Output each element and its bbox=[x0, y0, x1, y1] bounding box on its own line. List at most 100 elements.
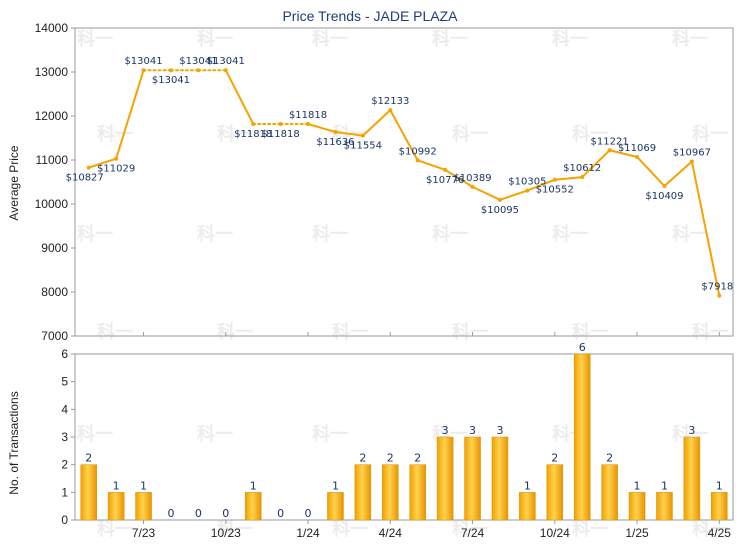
transaction-count-label: 1 bbox=[250, 479, 257, 492]
transaction-count-label: 1 bbox=[634, 479, 641, 492]
transactions-y-tick-label: 2 bbox=[61, 458, 68, 472]
transaction-bar bbox=[135, 492, 152, 521]
price-y-tick-label: 11000 bbox=[36, 153, 69, 167]
price-point bbox=[251, 122, 256, 127]
price-point bbox=[141, 68, 146, 73]
watermark-text: 科一 bbox=[692, 123, 728, 145]
price-data-label: $10552 bbox=[536, 185, 574, 196]
price-point bbox=[607, 148, 612, 153]
price-line-segment bbox=[362, 109, 391, 137]
x-tick-label: 7/23 bbox=[132, 526, 156, 540]
watermark-text: 科一 bbox=[97, 321, 133, 343]
transaction-count-label: 3 bbox=[496, 424, 503, 437]
watermark-text: 科一 bbox=[332, 321, 368, 343]
price-line-segment bbox=[581, 149, 611, 178]
watermark-text: 科一 bbox=[197, 423, 233, 445]
price-line-segment bbox=[690, 161, 721, 296]
x-tick-label: 4/25 bbox=[708, 526, 732, 540]
transaction-bar bbox=[491, 436, 509, 521]
price-data-label: $10305 bbox=[508, 177, 546, 188]
watermark-text: 科一 bbox=[572, 518, 608, 540]
price-point bbox=[552, 177, 557, 182]
watermark-text: 科一 bbox=[452, 321, 488, 343]
price-line-segment bbox=[444, 169, 474, 188]
price-data-label: $10095 bbox=[481, 205, 519, 216]
price-line-segment bbox=[472, 185, 501, 201]
price-data-label: $13041 bbox=[124, 56, 162, 67]
watermark-text: 科一 bbox=[77, 28, 113, 50]
price-line-segment bbox=[224, 69, 255, 125]
price-point bbox=[86, 165, 91, 170]
transaction-count-label: 3 bbox=[442, 424, 449, 437]
transaction-count-label: 1 bbox=[140, 479, 147, 492]
price-point bbox=[580, 175, 585, 180]
x-tick-label: 1/24 bbox=[296, 526, 320, 540]
watermark-text: 科一 bbox=[572, 321, 608, 343]
price-panel: 7000 8000 9000 10000 11000 12000 13000 14000 $10… bbox=[35, 21, 734, 343]
transaction-count-label: 2 bbox=[85, 452, 92, 465]
transaction-count-label: 0 bbox=[277, 507, 284, 520]
price-line-segment bbox=[499, 189, 528, 201]
x-tick-label: 1/25 bbox=[625, 526, 649, 540]
transaction-count-label: 2 bbox=[387, 452, 394, 465]
price-point bbox=[223, 68, 228, 73]
x-tick-label: 4/24 bbox=[379, 526, 403, 540]
transaction-count-label: 1 bbox=[716, 479, 723, 492]
price-point bbox=[360, 133, 365, 138]
transaction-bar bbox=[354, 464, 372, 521]
transactions-y-axis-label: No. of Transactions bbox=[7, 391, 21, 494]
watermark-text: 科一 bbox=[312, 223, 348, 245]
price-data-label: $10776 bbox=[426, 175, 464, 186]
watermark-text: 科一 bbox=[432, 223, 468, 245]
price-point bbox=[306, 122, 311, 127]
transactions-y-tick-label: 4 bbox=[61, 402, 68, 416]
x-tick-label: 10/23 bbox=[211, 526, 241, 540]
price-line-segment bbox=[307, 123, 336, 133]
watermark-text: 科一 bbox=[552, 28, 588, 50]
price-point bbox=[278, 122, 283, 127]
price-line-segment bbox=[88, 157, 117, 169]
transaction-count-label: 1 bbox=[113, 479, 120, 492]
transactions-y-tick-label: 6 bbox=[61, 347, 68, 361]
transaction-count-label: 1 bbox=[332, 479, 339, 492]
price-y-axis-label: Average Price bbox=[7, 145, 21, 220]
transaction-bar bbox=[464, 436, 481, 521]
price-line-segment bbox=[636, 156, 666, 187]
price-data-label: $13041 bbox=[179, 56, 217, 67]
transaction-bar bbox=[107, 492, 125, 521]
x-tick-label: 10/24 bbox=[540, 526, 570, 540]
price-plot-frame bbox=[74, 27, 734, 337]
transaction-count-label: 1 bbox=[661, 479, 668, 492]
transaction-bar bbox=[80, 464, 97, 521]
x-tick-label: 7/24 bbox=[461, 526, 485, 540]
watermark-text: 科一 bbox=[432, 28, 468, 50]
price-point bbox=[470, 184, 475, 189]
price-line-segment bbox=[389, 109, 419, 161]
price-line-segment bbox=[663, 160, 693, 187]
price-point bbox=[114, 156, 119, 161]
watermark-text: 科一 bbox=[332, 518, 368, 540]
transaction-bar bbox=[683, 436, 701, 521]
price-data-label: $7918 bbox=[701, 282, 733, 293]
price-point bbox=[443, 167, 448, 172]
watermark-text: 科一 bbox=[312, 423, 348, 445]
price-data-label: $11069 bbox=[618, 143, 656, 154]
transaction-bar bbox=[409, 464, 426, 521]
watermark-text: 科一 bbox=[97, 123, 133, 145]
transaction-bar bbox=[656, 492, 673, 521]
transactions-y-tick-label: 0 bbox=[61, 513, 68, 527]
transaction-count-label: 2 bbox=[606, 452, 613, 465]
transaction-count-label: 0 bbox=[195, 507, 202, 520]
transaction-bar bbox=[601, 464, 618, 521]
transaction-bar bbox=[573, 353, 591, 521]
price-y-tick-label: 10000 bbox=[35, 197, 69, 211]
price-y-tick-label: 9000 bbox=[41, 241, 68, 255]
transaction-count-label: 0 bbox=[167, 507, 174, 520]
transaction-bar bbox=[546, 464, 564, 521]
chart-title: Price Trends - JADE PLAZA bbox=[282, 8, 458, 24]
watermark-text: 科一 bbox=[452, 123, 488, 145]
watermark-text: 科一 bbox=[672, 223, 708, 245]
price-point bbox=[717, 293, 722, 298]
watermark-text: 科一 bbox=[692, 321, 728, 343]
